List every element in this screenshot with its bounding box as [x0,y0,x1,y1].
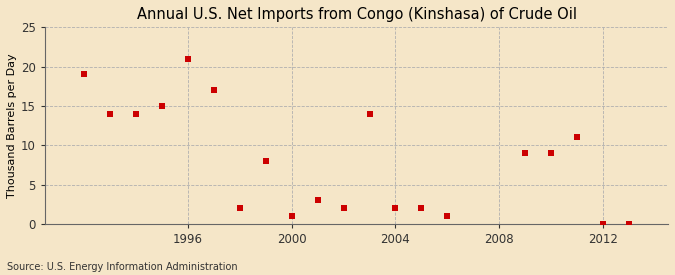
Point [105,112,115,116]
Point [182,57,193,61]
Y-axis label: Thousand Barrels per Day: Thousand Barrels per Day [7,53,17,198]
Point [624,222,634,226]
Point [261,159,271,163]
Point [313,198,323,203]
Title: Annual U.S. Net Imports from Congo (Kinshasa) of Crude Oil: Annual U.S. Net Imports from Congo (Kins… [136,7,576,22]
Point [572,135,583,140]
Point [234,206,245,210]
Point [338,206,349,210]
Point [364,112,375,116]
Point [598,222,609,226]
Point [546,151,557,155]
Point [209,88,219,92]
Point [416,206,427,210]
Point [390,206,401,210]
Point [520,151,531,155]
Point [157,104,167,108]
Point [78,72,89,77]
Point [442,214,453,218]
Text: Source: U.S. Energy Information Administration: Source: U.S. Energy Information Administ… [7,262,238,272]
Point [130,112,141,116]
Point [286,214,297,218]
